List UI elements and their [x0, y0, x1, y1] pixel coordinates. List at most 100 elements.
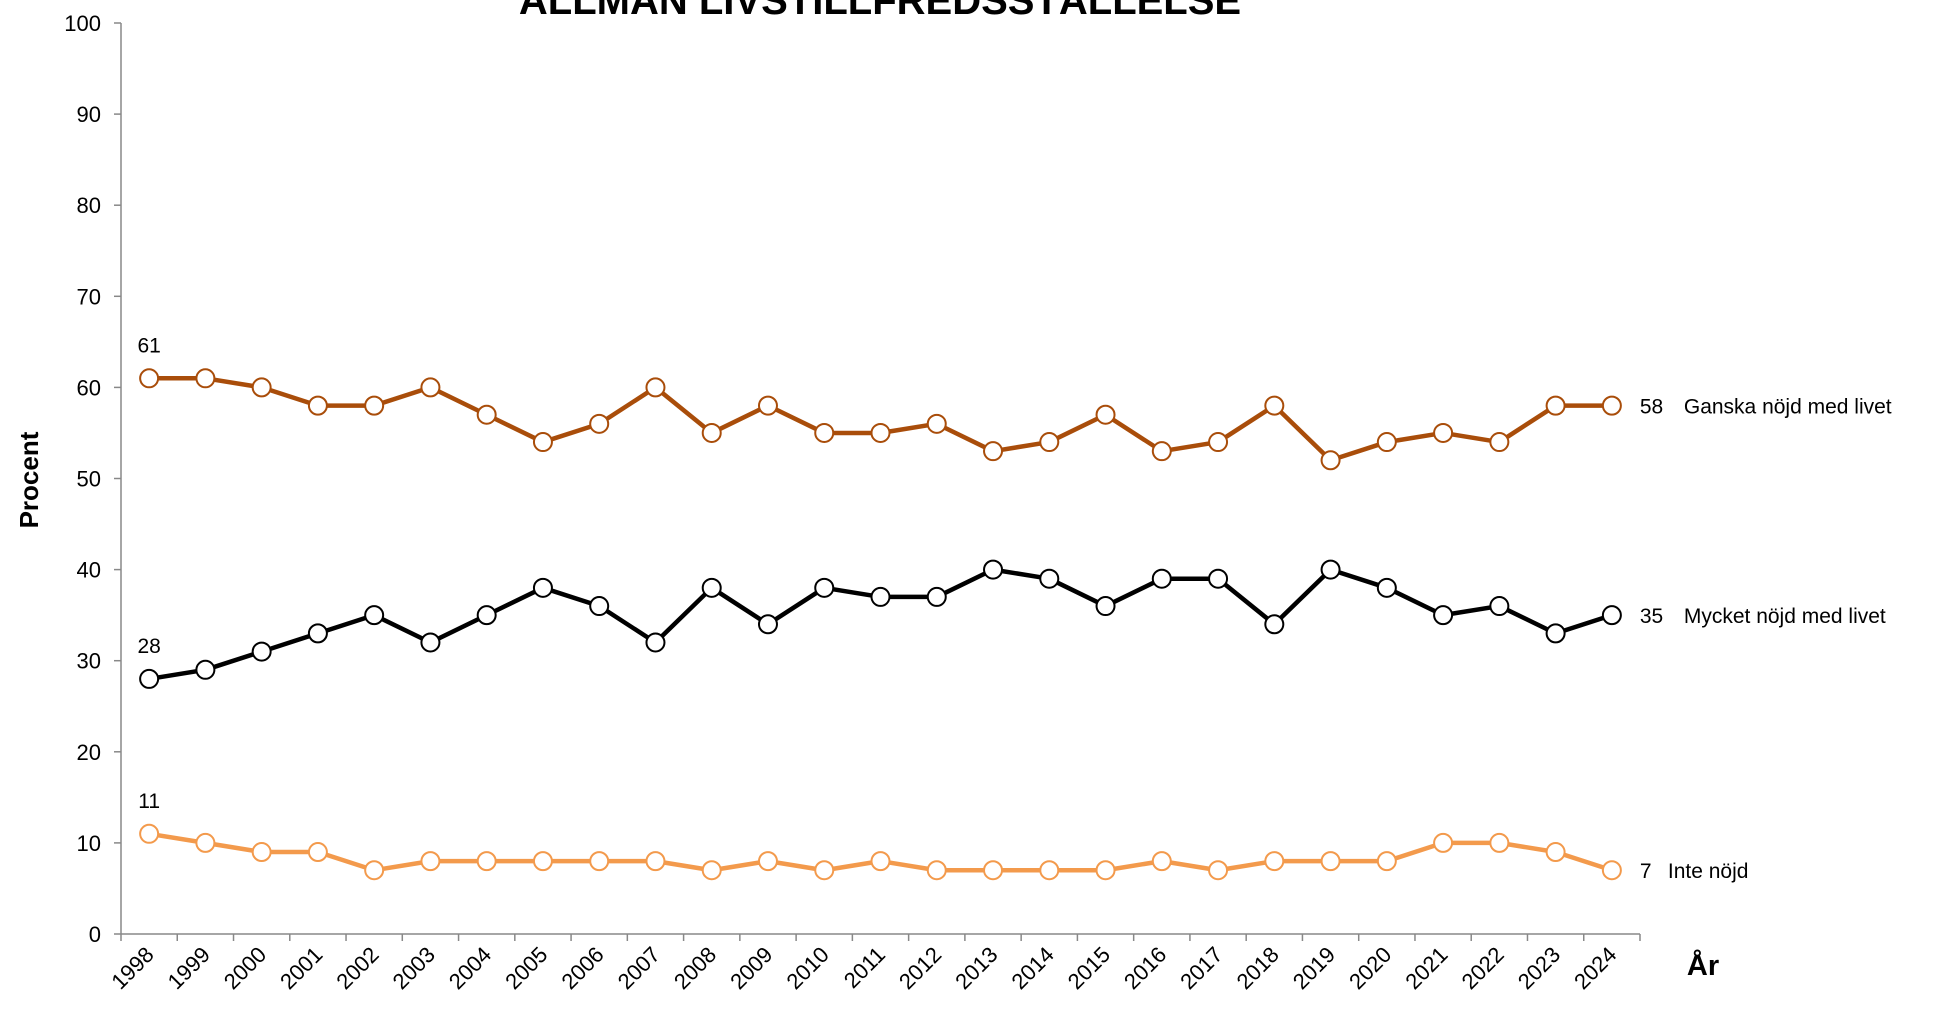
data-point: [139, 668, 160, 689]
x-tick-label: 2010: [781, 942, 833, 994]
y-tick-label: 10: [77, 831, 101, 856]
data-label: 7: [1640, 860, 1652, 883]
y-tick-label: 60: [77, 375, 101, 400]
data-point: [1489, 596, 1510, 617]
data-point: [1320, 450, 1341, 471]
data-point: [645, 632, 666, 653]
data-point: [139, 368, 160, 389]
data-point: [1320, 559, 1341, 580]
data-point: [757, 851, 778, 872]
data-point: [926, 586, 947, 607]
y-tick-label: 50: [77, 467, 101, 492]
data-point: [420, 851, 441, 872]
x-tick-label: 2014: [1007, 942, 1059, 994]
data-label: 11: [138, 790, 160, 813]
data-point: [1208, 860, 1229, 881]
data-point: [1151, 851, 1172, 872]
data-point: [814, 577, 835, 598]
x-tick-label: 2021: [1400, 942, 1452, 994]
x-tick-label: 2000: [219, 942, 271, 994]
x-tick-label: 2018: [1232, 942, 1284, 994]
data-point: [364, 860, 385, 881]
data-point: [1264, 395, 1285, 416]
x-tick-label: 2023: [1513, 942, 1565, 994]
data-point: [1151, 568, 1172, 589]
data-point: [1433, 422, 1454, 443]
data-point: [1489, 432, 1510, 453]
data-point: [1095, 596, 1116, 617]
x-tick-label: 2001: [275, 942, 327, 994]
x-tick-label: 2007: [613, 942, 665, 994]
data-point: [1320, 851, 1341, 872]
data-label: 58: [1640, 396, 1663, 419]
data-point: [195, 832, 216, 853]
data-point: [589, 413, 610, 434]
data-point: [870, 586, 891, 607]
data-point: [757, 614, 778, 635]
data-point: [1151, 441, 1172, 462]
data-point: [532, 851, 553, 872]
data-point: [1545, 842, 1566, 863]
x-tick-label: 2004: [444, 942, 496, 994]
data-point: [1489, 832, 1510, 853]
data-point: [251, 842, 272, 863]
legend-label: Ganska nöjd med livet: [1684, 396, 1892, 419]
x-tick-label: 2022: [1457, 942, 1509, 994]
y-tick-label: 70: [77, 284, 101, 309]
data-point: [983, 559, 1004, 580]
x-tick-label: 2009: [725, 942, 777, 994]
y-tick-label: 90: [77, 102, 101, 127]
data-point: [364, 605, 385, 626]
data-point: [926, 860, 947, 881]
data-point: [1264, 851, 1285, 872]
x-tick-label: 2020: [1344, 942, 1396, 994]
y-tick-label: 40: [77, 558, 101, 583]
data-point: [251, 377, 272, 398]
x-axis-label: År: [1687, 949, 1719, 982]
data-point: [476, 605, 497, 626]
data-point: [757, 395, 778, 416]
data-point: [1601, 860, 1622, 881]
data-point: [983, 860, 1004, 881]
data-point: [1601, 605, 1622, 626]
data-point: [1545, 623, 1566, 644]
y-tick-label: 0: [89, 922, 101, 947]
data-point: [307, 623, 328, 644]
data-point: [1208, 432, 1229, 453]
data-point: [195, 659, 216, 680]
y-tick-label: 20: [77, 740, 101, 765]
x-tick-label: 1998: [106, 942, 158, 994]
data-point: [701, 860, 722, 881]
x-tick-label: 2016: [1119, 942, 1171, 994]
data-point: [1376, 851, 1397, 872]
data-point: [926, 413, 947, 434]
data-label: 61: [137, 334, 160, 357]
data-point: [251, 641, 272, 662]
data-point: [1545, 395, 1566, 416]
data-point: [476, 851, 497, 872]
data-point: [420, 377, 441, 398]
data-point: [1433, 832, 1454, 853]
y-tick-label: 80: [77, 193, 101, 218]
y-axis-label: Procent: [14, 431, 44, 528]
x-tick-label: 2017: [1175, 942, 1227, 994]
legend-label: Inte nöjd: [1668, 860, 1749, 883]
data-point: [1376, 432, 1397, 453]
x-tick-label: 2005: [500, 942, 552, 994]
data-point: [1039, 568, 1060, 589]
data-point: [814, 422, 835, 443]
data-point: [1601, 395, 1622, 416]
y-tick-label: 100: [64, 11, 101, 36]
x-tick-label: 2013: [950, 942, 1002, 994]
data-label: 28: [137, 635, 160, 658]
data-point: [589, 596, 610, 617]
x-tick-label: 2012: [894, 942, 946, 994]
x-tick-label: 2002: [331, 942, 383, 994]
x-tick-label: 2003: [388, 942, 440, 994]
data-point: [195, 368, 216, 389]
data-point: [814, 860, 835, 881]
x-tick-label: 1999: [163, 942, 215, 994]
data-point: [139, 823, 160, 844]
data-point: [1039, 860, 1060, 881]
data-point: [476, 404, 497, 425]
